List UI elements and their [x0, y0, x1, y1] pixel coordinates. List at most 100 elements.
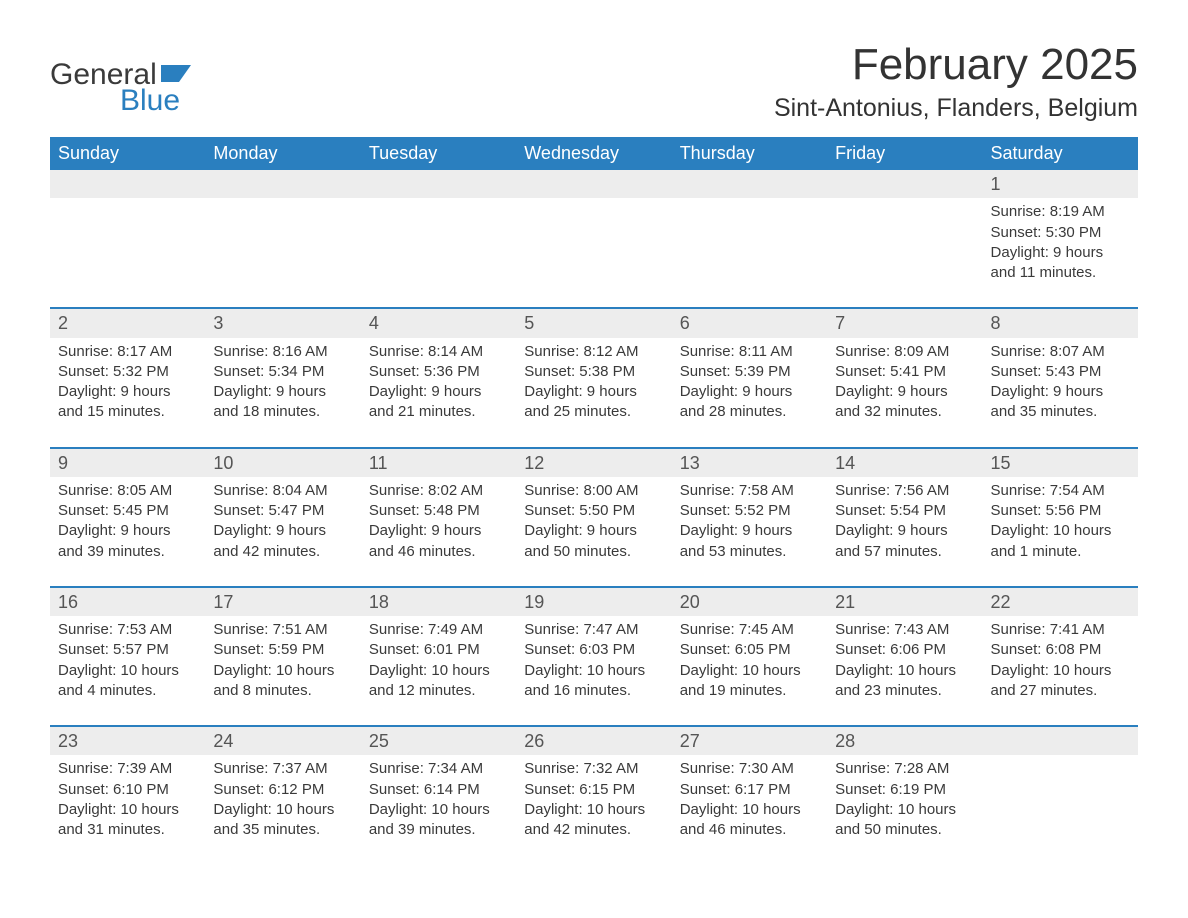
daylight-text: Daylight: 9 hours and 46 minutes. [369, 521, 508, 562]
day-number-cell [983, 726, 1138, 755]
daylight-text: Daylight: 10 hours and 46 minutes. [680, 800, 819, 841]
sunrise-text: Sunrise: 8:19 AM [991, 202, 1130, 222]
daylight-text: Daylight: 10 hours and 23 minutes. [835, 661, 974, 702]
day-detail-cell: Sunrise: 8:09 AMSunset: 5:41 PMDaylight:… [827, 338, 982, 448]
weekday-header: Tuesday [361, 137, 516, 170]
day-detail-cell: Sunrise: 7:56 AMSunset: 5:54 PMDaylight:… [827, 477, 982, 587]
sunrise-text: Sunrise: 7:30 AM [680, 759, 819, 779]
daylight-text: Daylight: 10 hours and 50 minutes. [835, 800, 974, 841]
sunrise-text: Sunrise: 7:49 AM [369, 620, 508, 640]
day-number-cell: 9 [50, 448, 205, 477]
day-number-cell [516, 170, 671, 198]
daylight-text: Daylight: 10 hours and 8 minutes. [213, 661, 352, 702]
daylight-text: Daylight: 9 hours and 21 minutes. [369, 382, 508, 423]
day-detail-cell: Sunrise: 7:28 AMSunset: 6:19 PMDaylight:… [827, 755, 982, 864]
day-detail-cell: Sunrise: 7:39 AMSunset: 6:10 PMDaylight:… [50, 755, 205, 864]
sunset-text: Sunset: 5:57 PM [58, 640, 197, 660]
sunset-text: Sunset: 5:48 PM [369, 501, 508, 521]
day-number-cell: 6 [672, 308, 827, 337]
day-number-cell: 24 [205, 726, 360, 755]
sunrise-text: Sunrise: 7:34 AM [369, 759, 508, 779]
day-number-cell: 27 [672, 726, 827, 755]
daylight-text: Daylight: 9 hours and 42 minutes. [213, 521, 352, 562]
daylight-text: Daylight: 9 hours and 35 minutes. [991, 382, 1130, 423]
day-detail-cell: Sunrise: 7:51 AMSunset: 5:59 PMDaylight:… [205, 616, 360, 726]
sunset-text: Sunset: 6:12 PM [213, 780, 352, 800]
sunrise-text: Sunrise: 7:28 AM [835, 759, 974, 779]
sunset-text: Sunset: 6:17 PM [680, 780, 819, 800]
daylight-text: Daylight: 10 hours and 39 minutes. [369, 800, 508, 841]
daylight-text: Daylight: 9 hours and 32 minutes. [835, 382, 974, 423]
sunrise-text: Sunrise: 8:17 AM [58, 342, 197, 362]
sunrise-text: Sunrise: 7:51 AM [213, 620, 352, 640]
day-number-cell: 28 [827, 726, 982, 755]
day-detail-cell: Sunrise: 8:17 AMSunset: 5:32 PMDaylight:… [50, 338, 205, 448]
day-detail-cell: Sunrise: 7:45 AMSunset: 6:05 PMDaylight:… [672, 616, 827, 726]
day-detail-cell: Sunrise: 8:02 AMSunset: 5:48 PMDaylight:… [361, 477, 516, 587]
daylight-text: Daylight: 10 hours and 19 minutes. [680, 661, 819, 702]
day-detail-cell: Sunrise: 8:11 AMSunset: 5:39 PMDaylight:… [672, 338, 827, 448]
sunrise-text: Sunrise: 7:47 AM [524, 620, 663, 640]
weekday-header: Wednesday [516, 137, 671, 170]
daylight-text: Daylight: 9 hours and 18 minutes. [213, 382, 352, 423]
day-number-cell: 18 [361, 587, 516, 616]
weekday-header: Sunday [50, 137, 205, 170]
day-number-cell: 11 [361, 448, 516, 477]
day-detail-cell: Sunrise: 8:16 AMSunset: 5:34 PMDaylight:… [205, 338, 360, 448]
sunrise-text: Sunrise: 8:16 AM [213, 342, 352, 362]
daylight-text: Daylight: 9 hours and 53 minutes. [680, 521, 819, 562]
daylight-text: Daylight: 9 hours and 25 minutes. [524, 382, 663, 423]
day-detail-cell [361, 198, 516, 308]
sunset-text: Sunset: 5:41 PM [835, 362, 974, 382]
day-number-cell: 22 [983, 587, 1138, 616]
sunset-text: Sunset: 6:06 PM [835, 640, 974, 660]
sunrise-text: Sunrise: 8:11 AM [680, 342, 819, 362]
day-number-cell: 20 [672, 587, 827, 616]
day-number-cell: 15 [983, 448, 1138, 477]
day-number-cell: 1 [983, 170, 1138, 198]
daylight-text: Daylight: 10 hours and 16 minutes. [524, 661, 663, 702]
day-detail-cell: Sunrise: 7:41 AMSunset: 6:08 PMDaylight:… [983, 616, 1138, 726]
day-number-cell [827, 170, 982, 198]
day-detail-row: Sunrise: 8:17 AMSunset: 5:32 PMDaylight:… [50, 338, 1138, 448]
day-detail-row: Sunrise: 8:19 AMSunset: 5:30 PMDaylight:… [50, 198, 1138, 308]
sunrise-text: Sunrise: 7:41 AM [991, 620, 1130, 640]
daylight-text: Daylight: 10 hours and 1 minute. [991, 521, 1130, 562]
daylight-text: Daylight: 9 hours and 39 minutes. [58, 521, 197, 562]
sunset-text: Sunset: 6:14 PM [369, 780, 508, 800]
header: General Blue February 2025 Sint-Antonius… [50, 40, 1138, 123]
day-number-cell: 21 [827, 587, 982, 616]
day-number-cell [672, 170, 827, 198]
day-detail-row: Sunrise: 7:39 AMSunset: 6:10 PMDaylight:… [50, 755, 1138, 864]
day-detail-cell: Sunrise: 7:34 AMSunset: 6:14 PMDaylight:… [361, 755, 516, 864]
daylight-text: Daylight: 9 hours and 57 minutes. [835, 521, 974, 562]
daylight-text: Daylight: 9 hours and 11 minutes. [991, 243, 1130, 284]
sunrise-text: Sunrise: 7:32 AM [524, 759, 663, 779]
day-detail-cell: Sunrise: 7:54 AMSunset: 5:56 PMDaylight:… [983, 477, 1138, 587]
day-number-cell: 23 [50, 726, 205, 755]
day-detail-cell [50, 198, 205, 308]
sunrise-text: Sunrise: 7:37 AM [213, 759, 352, 779]
sunset-text: Sunset: 6:08 PM [991, 640, 1130, 660]
sunset-text: Sunset: 5:45 PM [58, 501, 197, 521]
sunrise-text: Sunrise: 8:00 AM [524, 481, 663, 501]
daylight-text: Daylight: 10 hours and 42 minutes. [524, 800, 663, 841]
day-number-cell: 19 [516, 587, 671, 616]
daylight-text: Daylight: 10 hours and 31 minutes. [58, 800, 197, 841]
sunrise-text: Sunrise: 8:02 AM [369, 481, 508, 501]
day-number-cell: 17 [205, 587, 360, 616]
sunset-text: Sunset: 6:01 PM [369, 640, 508, 660]
day-detail-cell: Sunrise: 7:47 AMSunset: 6:03 PMDaylight:… [516, 616, 671, 726]
sunrise-text: Sunrise: 7:43 AM [835, 620, 974, 640]
day-number-cell: 25 [361, 726, 516, 755]
day-number-cell [205, 170, 360, 198]
day-number-cell: 7 [827, 308, 982, 337]
day-detail-row: Sunrise: 7:53 AMSunset: 5:57 PM Daylight:… [50, 616, 1138, 726]
day-number-cell: 26 [516, 726, 671, 755]
sunset-text: Sunset: 5:59 PM [213, 640, 352, 660]
day-number-row: 1 [50, 170, 1138, 198]
sunrise-text: Sunrise: 7:53 AM [58, 620, 197, 640]
page-title: February 2025 [774, 40, 1138, 90]
sunrise-text: Sunrise: 8:14 AM [369, 342, 508, 362]
day-detail-cell [672, 198, 827, 308]
